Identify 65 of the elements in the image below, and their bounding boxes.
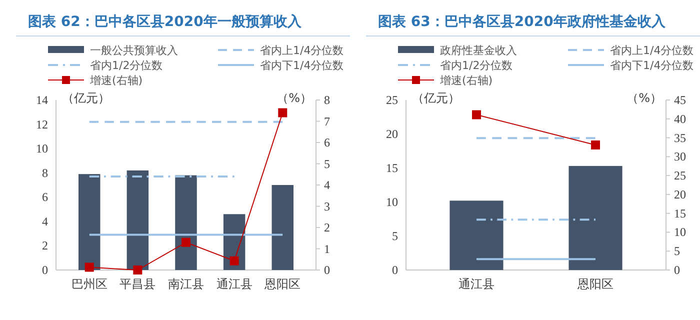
x-tick-label: 南江县 xyxy=(168,277,204,291)
chart-title: 图表 63：巴中各区县2020年政府性基金收入 xyxy=(378,13,666,30)
y-tick-label: 2 xyxy=(42,238,48,253)
legend-label: 省内上1/4分位数 xyxy=(260,44,344,57)
bar xyxy=(78,174,100,270)
legend-label: 增速(右轴) xyxy=(439,74,493,87)
y2-tick-label: 40 xyxy=(674,112,686,126)
y-tick-label: 5 xyxy=(392,229,398,243)
bar xyxy=(272,185,294,270)
x-tick-label: 恩阳区 xyxy=(576,277,614,291)
y2-tick-label: 45 xyxy=(674,93,686,107)
y-tick-label: 14 xyxy=(36,93,48,107)
point xyxy=(278,108,288,118)
y2-axis-title: （%） xyxy=(276,91,312,105)
legend-label: 省内1/2分位数 xyxy=(440,59,513,72)
x-tick-label: 平昌县 xyxy=(120,277,156,291)
y2-tick-label: 10 xyxy=(674,225,686,240)
y2-tick-label: 2 xyxy=(324,220,330,234)
y2-tick-label: 4 xyxy=(324,178,330,192)
y2-tick-label: 25 xyxy=(674,168,686,183)
y2-tick-label: 15 xyxy=(674,206,686,220)
x-tick-label: 恩阳区 xyxy=(264,277,301,291)
y-axis-title: （亿元） xyxy=(412,91,460,105)
y-axis-title: （亿元） xyxy=(62,91,110,105)
legend-label: 省内1/2分位数 xyxy=(90,59,163,72)
y2-tick-label: 5 xyxy=(674,244,680,258)
point xyxy=(84,262,94,272)
chart-title: 图表 62：巴中各区县2020年一般预算收入 xyxy=(28,14,302,30)
legend-label: 省内下1/4分位数 xyxy=(260,59,344,72)
bar xyxy=(126,170,149,270)
x-tick-label: 通江县 xyxy=(458,277,494,291)
y-tick-label: 12 xyxy=(36,117,48,132)
y-tick-label: 15 xyxy=(386,161,398,175)
y2-tick-label: 6 xyxy=(324,136,330,150)
y-tick-label: 10 xyxy=(36,142,48,156)
point xyxy=(133,266,142,274)
y-tick-label: 20 xyxy=(386,127,398,141)
y-tick-label: 0 xyxy=(392,263,398,277)
y-tick-label: 0 xyxy=(42,263,48,277)
point xyxy=(182,238,190,247)
y-tick-label: 25 xyxy=(386,93,398,107)
y2-tick-label: 35 xyxy=(674,130,686,145)
y2-axis-title: （%） xyxy=(626,91,662,105)
x-tick-label: 巴州区 xyxy=(71,277,108,291)
y2-tick-label: 1 xyxy=(324,242,330,256)
bar xyxy=(175,175,197,270)
y2-tick-label: 30 xyxy=(674,150,686,164)
y-tick-label: 10 xyxy=(386,195,398,209)
y-tick-label: 8 xyxy=(42,166,48,180)
legend-label: 增速(右轴) xyxy=(89,74,143,87)
legend-label: 省内上1/4分位数 xyxy=(610,44,694,57)
x-tick-label: 通江县 xyxy=(216,277,252,291)
y-tick-label: 4 xyxy=(42,214,48,228)
y-tick-label: 6 xyxy=(42,190,48,204)
point xyxy=(230,256,239,266)
y2-tick-label: 5 xyxy=(324,156,330,171)
y2-tick-label: 7 xyxy=(324,114,330,128)
y2-tick-label: 20 xyxy=(674,187,686,202)
y2-tick-label: 3 xyxy=(324,199,330,214)
legend-label: 政府性基金收入 xyxy=(440,44,517,57)
y2-tick-label: 8 xyxy=(324,93,330,107)
legend-label: 一般公共预算收入 xyxy=(90,44,178,57)
legend-label: 省内下1/4分位数 xyxy=(610,59,694,72)
y2-tick-label: 0 xyxy=(324,263,330,277)
y2-tick-label: 0 xyxy=(674,263,680,277)
